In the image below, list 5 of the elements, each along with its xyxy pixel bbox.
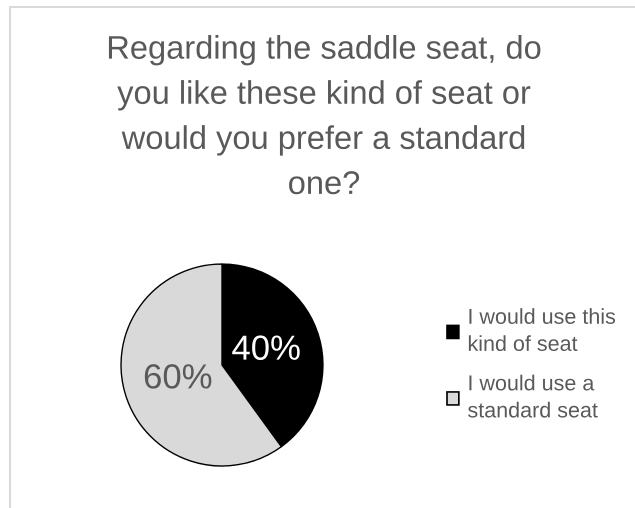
legend-label: I would use a standard seat bbox=[468, 374, 598, 418]
legend-label: I would use this kind of seat bbox=[468, 308, 616, 352]
data-label: 40% bbox=[232, 335, 300, 360]
chart-title: Regarding the saddle seat, do you like these kind of seat or would you prefer a standard one? bbox=[108, 35, 540, 194]
data-label: 60% bbox=[144, 364, 212, 389]
